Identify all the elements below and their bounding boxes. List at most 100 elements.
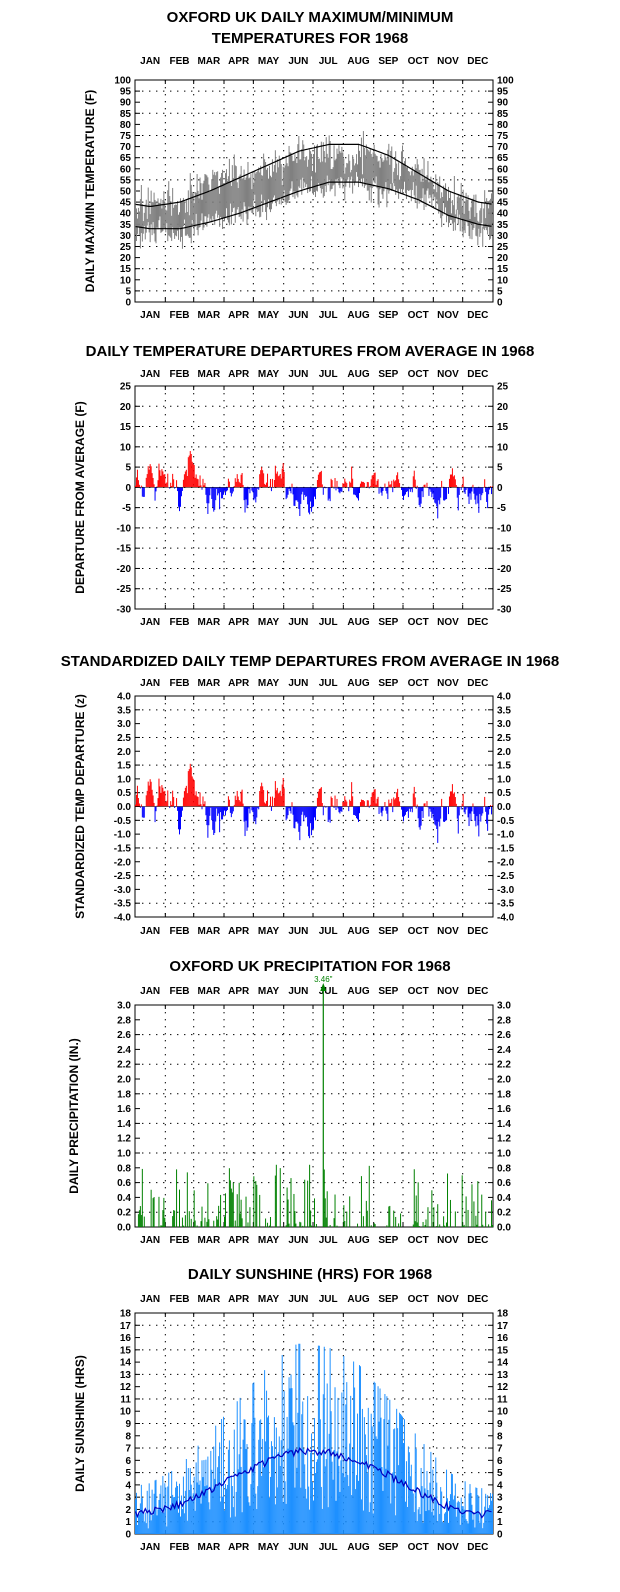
month-label-top: OCT	[408, 678, 429, 689]
y-tick-label-right: 3.5	[497, 705, 511, 716]
month-label-bottom: APR	[228, 926, 250, 937]
y-tick-label-right: 1.6	[497, 1104, 511, 1115]
month-label-top: AUG	[347, 678, 369, 689]
month-label-top: JUL	[319, 56, 338, 67]
y-tick-label-left: 90	[120, 98, 132, 109]
month-label-bottom: JUL	[319, 1542, 338, 1553]
y-tick-label-right: 12	[497, 1382, 509, 1393]
y-tick-label-left: 25	[120, 242, 132, 253]
y-tick-label-left: -10	[117, 523, 132, 534]
y-tick-label-left: 0	[125, 483, 131, 494]
chart-title: STANDARDIZED DAILY TEMP DEPARTURES FROM …	[61, 653, 559, 670]
month-label-top: JUN	[288, 678, 308, 689]
month-label-bottom: JUL	[319, 617, 338, 628]
y-axis-label: DEPARTURE FROM AVERAGE (F)	[73, 401, 87, 593]
month-label-top: MAR	[197, 369, 221, 380]
y-tick-label-left: -20	[117, 564, 132, 575]
y-tick-label-left: 2.2	[117, 1060, 131, 1071]
y-tick-label-right: 2.5	[497, 733, 511, 744]
y-tick-label-right: 1.0	[497, 1149, 511, 1160]
month-label-top: AUG	[347, 1294, 369, 1305]
precip-max-annotation: 3.46"	[314, 975, 333, 984]
month-label-bottom: NOV	[437, 1542, 459, 1553]
month-label-top: JUN	[288, 369, 308, 380]
month-label-bottom: DEC	[467, 926, 488, 937]
plot-area	[137, 1164, 493, 1227]
month-label-bottom: FEB	[170, 617, 190, 628]
month-label-bottom: OCT	[408, 926, 429, 937]
y-tick-label-right: 80	[497, 120, 509, 131]
y-tick-label-right: 4	[497, 1480, 503, 1491]
plot-area	[135, 451, 493, 519]
month-label-top: FEB	[170, 369, 190, 380]
month-label-bottom: JUL	[319, 1235, 338, 1246]
daily-range-series	[135, 131, 493, 249]
y-tick-label-left: -5	[122, 503, 131, 514]
precip-bars	[137, 1164, 493, 1227]
y-tick-label-left: 100	[114, 76, 131, 87]
month-label-bottom: FEB	[170, 926, 190, 937]
sunshine-mean-line	[135, 1446, 492, 1519]
month-label-top: DEC	[467, 369, 488, 380]
y-tick-label-right: 40	[497, 209, 509, 220]
month-label-top: AUG	[347, 369, 369, 380]
y-tick-label-right: 20	[497, 253, 509, 264]
y-tick-label-left: 60	[120, 164, 132, 175]
month-label-top: SEP	[378, 369, 398, 380]
y-tick-label-left: 0.6	[117, 1178, 131, 1189]
y-tick-label-left: 3.0	[117, 719, 131, 730]
month-label-bottom: MAR	[197, 1542, 221, 1553]
month-label-top: FEB	[170, 1294, 190, 1305]
departure-bars	[135, 763, 493, 843]
y-tick-label-left: 9	[125, 1419, 131, 1430]
month-label-top: AUG	[347, 986, 369, 997]
y-tick-label-left: 2.4	[117, 1045, 131, 1056]
month-label-top: NOV	[437, 678, 459, 689]
y-tick-label-left: 0.4	[117, 1193, 131, 1204]
month-label-bottom: JUN	[288, 310, 308, 321]
chart-title: OXFORD UK DAILY MAXIMUM/MINIMUM	[167, 9, 454, 26]
y-tick-label-right: 20	[497, 402, 509, 413]
y-tick-label-left: 20	[120, 253, 132, 264]
y-tick-label-right: 0	[497, 483, 503, 494]
month-label-top: DEC	[467, 678, 488, 689]
y-tick-label-right: 55	[497, 175, 509, 186]
y-tick-label-left: -2.5	[114, 871, 132, 882]
y-tick-label-right: 0.0	[497, 802, 511, 813]
y-tick-label-right: 25	[497, 382, 509, 393]
plot-area	[135, 763, 493, 843]
month-label-top: JUL	[319, 678, 338, 689]
month-label-bottom: APR	[228, 617, 250, 628]
month-label-bottom: MAR	[197, 926, 221, 937]
month-label-bottom: OCT	[408, 1542, 429, 1553]
plot-area	[135, 131, 493, 249]
month-label-bottom: JUN	[288, 1235, 308, 1246]
month-label-top: JAN	[140, 986, 160, 997]
month-label-bottom: NOV	[437, 1235, 459, 1246]
month-label-bottom: DEC	[467, 1235, 488, 1246]
month-label-bottom: AUG	[347, 926, 369, 937]
month-label-bottom: SEP	[378, 1542, 398, 1553]
chart-title: OXFORD UK PRECIPITATION FOR 1968	[169, 958, 450, 975]
y-tick-label-right: 0.8	[497, 1163, 511, 1174]
month-label-top: SEP	[378, 986, 398, 997]
y-tick-label-left: 16	[120, 1333, 132, 1344]
y-tick-label-right: 90	[497, 98, 509, 109]
month-label-bottom: JAN	[140, 926, 160, 937]
y-tick-label-left: 15	[120, 264, 132, 275]
y-tick-label-left: 6	[125, 1456, 131, 1467]
y-tick-label-right: 6	[497, 1456, 503, 1467]
y-tick-label-left: 3	[125, 1493, 131, 1504]
y-tick-label-left: 18	[120, 1309, 132, 1320]
month-label-top: DEC	[467, 1294, 488, 1305]
month-label-bottom: JUL	[319, 310, 338, 321]
month-label-bottom: MAY	[258, 1235, 280, 1246]
y-tick-label-right: 5	[497, 463, 503, 474]
month-label-bottom: DEC	[467, 617, 488, 628]
y-tick-label-left: 0	[125, 1530, 131, 1541]
y-tick-label-left: 45	[120, 198, 132, 209]
y-tick-label-right: 1.2	[497, 1134, 511, 1145]
y-tick-label-right: 50	[497, 187, 509, 198]
y-tick-label-right: 9	[497, 1419, 503, 1430]
